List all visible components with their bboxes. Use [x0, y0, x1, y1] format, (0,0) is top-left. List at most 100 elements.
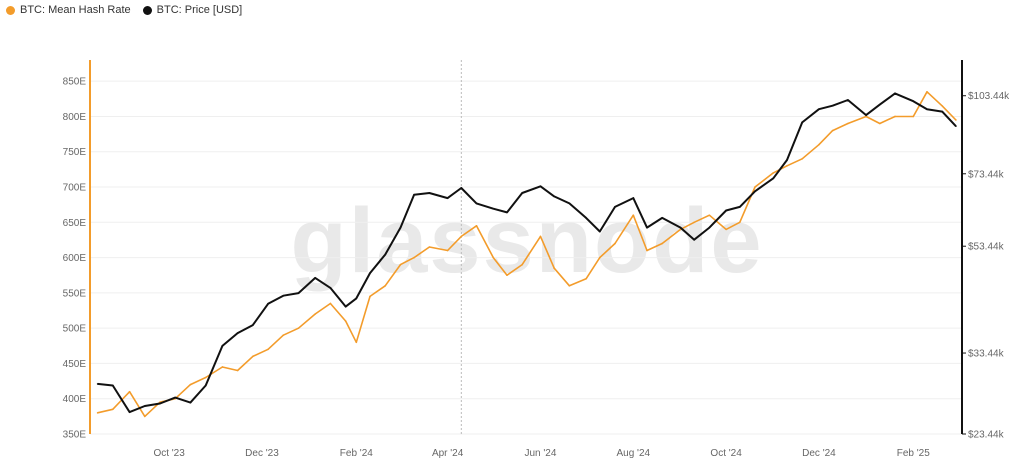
- data-point-price: [772, 177, 775, 180]
- data-point-hashrate: [879, 122, 881, 125]
- data-point-price: [926, 108, 928, 111]
- y-left-tick-label: 550E: [63, 288, 87, 299]
- data-point-price: [128, 411, 131, 413]
- data-point-price: [399, 226, 402, 229]
- y-left-tick-label: 750E: [63, 147, 87, 158]
- data-point-hashrate: [314, 313, 317, 315]
- data-point-hashrate: [252, 355, 254, 358]
- data-point-price: [428, 192, 431, 194]
- data-point-price: [506, 211, 508, 214]
- data-point-price: [204, 384, 207, 387]
- data-point-price: [475, 202, 478, 205]
- data-point-price: [297, 292, 300, 294]
- x-tick-label: Oct '23: [153, 448, 185, 459]
- data-point-price: [460, 187, 463, 189]
- data-point-hashrate: [521, 263, 523, 266]
- data-point-price: [384, 253, 387, 256]
- y-left-tick-label: 500E: [63, 324, 87, 335]
- data-point-hashrate: [894, 115, 896, 118]
- data-point-price: [314, 277, 317, 279]
- x-tick-label: Apr '24: [432, 448, 464, 459]
- data-point-hashrate: [399, 263, 402, 266]
- data-point-hashrate: [492, 256, 495, 259]
- legend-label-price: BTC: Price [USD]: [156, 4, 243, 16]
- y-left-tick-label: 850E: [63, 77, 87, 88]
- data-point-price: [585, 217, 587, 219]
- data-point-price: [112, 384, 114, 387]
- data-point-hashrate: [632, 214, 635, 217]
- data-point-price: [344, 305, 347, 308]
- y-left-tick-label: 600E: [63, 253, 87, 264]
- data-point-hashrate: [267, 348, 269, 351]
- data-point-price: [646, 226, 648, 229]
- data-point-price: [818, 108, 820, 111]
- y-left-tick-label: 650E: [63, 218, 87, 229]
- data-point-price: [879, 103, 881, 106]
- data-point-price: [708, 226, 711, 229]
- data-point-price: [693, 238, 695, 241]
- data-point-hashrate: [693, 221, 695, 224]
- x-tick-label: Dec '24: [802, 448, 836, 459]
- data-point-hashrate: [865, 115, 867, 118]
- data-point-hashrate: [96, 412, 99, 414]
- data-point-price: [446, 197, 449, 199]
- legend-label-hashrate: BTC: Mean Hash Rate: [20, 4, 131, 16]
- data-point-hashrate: [725, 228, 727, 231]
- data-point-hashrate: [614, 242, 616, 245]
- data-point-price: [941, 110, 944, 113]
- data-point-price: [282, 294, 285, 297]
- data-point-price: [553, 195, 555, 198]
- data-point-price: [912, 100, 915, 102]
- x-tick-label: Jun '24: [524, 448, 556, 459]
- y-right-tick-label: $23.44k: [968, 430, 1005, 441]
- legend-item-price[interactable]: BTC: Price [USD]: [142, 4, 243, 16]
- data-point-price: [568, 202, 571, 205]
- data-point-hashrate: [329, 302, 332, 305]
- x-tick-label: Dec '23: [245, 448, 279, 459]
- data-point-price: [614, 206, 616, 208]
- data-point-hashrate: [754, 186, 756, 188]
- data-point-price: [369, 272, 371, 274]
- data-point-hashrate: [661, 242, 664, 245]
- y-right-tick-label: $103.44k: [968, 91, 1010, 102]
- y-left-tick-label: 450E: [63, 359, 87, 370]
- x-tick-label: Aug '24: [616, 448, 650, 459]
- data-point-price: [661, 217, 664, 219]
- data-point-price: [521, 192, 523, 194]
- data-point-hashrate: [646, 249, 648, 252]
- data-point-hashrate: [446, 249, 449, 252]
- data-point-price: [739, 206, 741, 208]
- data-point-price: [159, 402, 161, 405]
- data-point-hashrate: [189, 383, 192, 386]
- data-point-price: [174, 396, 177, 399]
- data-point-hashrate: [847, 122, 849, 125]
- data-point-hashrate: [221, 366, 224, 368]
- y-left-tick-label: 400E: [63, 394, 87, 405]
- data-point-hashrate: [128, 390, 131, 393]
- data-point-price: [955, 125, 957, 127]
- watermark-text: glassnode: [290, 190, 763, 292]
- legend-item-hashrate[interactable]: BTC: Mean Hash Rate: [6, 4, 131, 16]
- data-point-price: [847, 99, 849, 101]
- legend-dot-price: [142, 5, 152, 15]
- data-point-hashrate: [955, 119, 957, 121]
- data-point-hashrate: [475, 225, 478, 227]
- data-point-hashrate: [739, 221, 741, 224]
- data-point-price: [236, 332, 239, 334]
- y-right-tick-label: $33.44k: [968, 349, 1005, 360]
- data-point-hashrate: [708, 214, 711, 217]
- x-tick-label: Oct '24: [710, 448, 742, 459]
- data-point-price: [831, 104, 834, 107]
- data-point-hashrate: [282, 334, 285, 337]
- data-point-price: [143, 405, 146, 407]
- data-point-hashrate: [428, 246, 431, 248]
- data-point-price: [679, 226, 682, 229]
- data-point-price: [413, 193, 415, 196]
- data-point-hashrate: [818, 143, 820, 146]
- data-point-hashrate: [941, 105, 944, 107]
- data-point-hashrate: [786, 165, 788, 167]
- data-point-hashrate: [384, 285, 387, 287]
- data-point-price: [492, 207, 495, 210]
- data-point-price: [599, 230, 601, 233]
- x-tick-label: Feb '25: [897, 448, 930, 459]
